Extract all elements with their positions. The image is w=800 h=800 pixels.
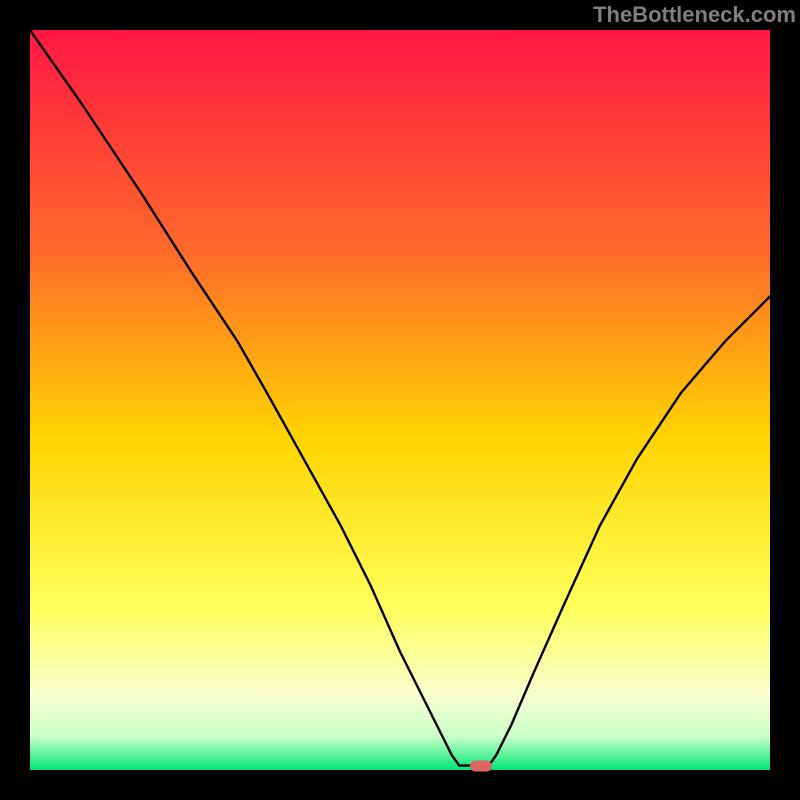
gradient-background bbox=[30, 30, 770, 770]
plot-area bbox=[30, 30, 770, 770]
watermark-text: TheBottleneck.com bbox=[593, 2, 796, 28]
chart-frame: TheBottleneck.com bbox=[0, 0, 800, 800]
optimal-point-marker bbox=[470, 760, 492, 771]
bottleneck-curve-svg bbox=[30, 30, 770, 770]
